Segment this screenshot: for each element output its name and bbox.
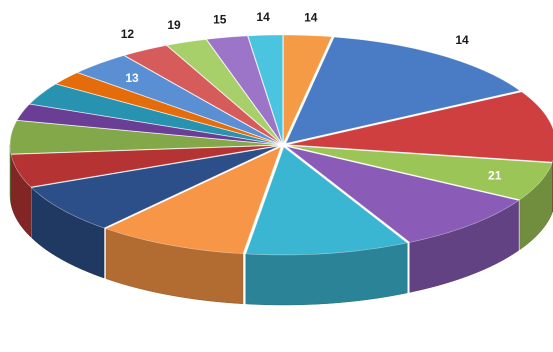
pie-slice-7 (30, 145, 280, 229)
pie-slice-4 (286, 146, 520, 243)
pie-slice-label-3: 21 (488, 168, 502, 182)
pie-slice-11 (29, 83, 279, 145)
pie-slice-label-13: 13 (125, 71, 139, 85)
pie-slice-17 (247, 34, 283, 144)
pie-slice-label-14: 12 (121, 27, 135, 41)
pie-slice-5 (245, 146, 408, 256)
pie-slice-15 (166, 39, 282, 144)
pie-slice-6 (105, 146, 282, 255)
pie-slice-13 (76, 55, 280, 144)
pie-slice-label-16: 15 (213, 13, 227, 27)
pie-slice-9 (9, 120, 279, 155)
pie-slice-label-17: 14 (256, 10, 270, 24)
pie-slice-10 (16, 103, 279, 145)
pie-slice-0 (283, 34, 333, 144)
pie-slice-3 (287, 145, 553, 201)
pie-slice-2 (287, 91, 553, 163)
pie-slice-14 (123, 45, 281, 144)
pie-slice-label-0: 14 (304, 11, 318, 25)
pie-slice-8 (10, 145, 279, 188)
pie-slice-16 (206, 35, 283, 144)
pie-slice-1 (285, 36, 521, 144)
pie-slice-label-1: 14 (455, 33, 469, 47)
pie-slice-12 (55, 72, 280, 145)
pie-slice-label-15: 19 (167, 18, 181, 32)
